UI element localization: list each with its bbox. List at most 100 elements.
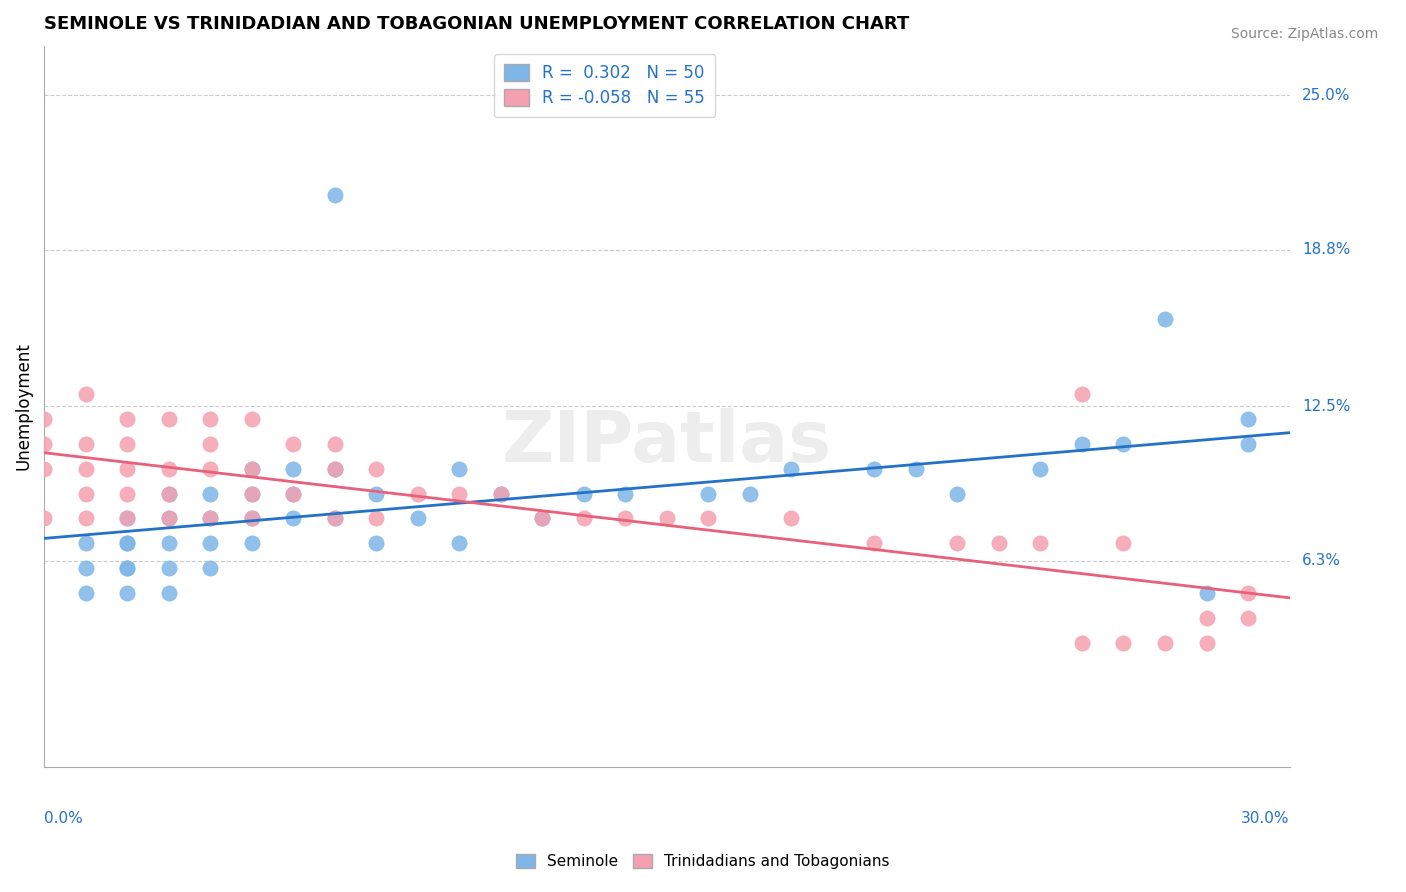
- Point: [32, 511, 55, 525]
- Point: [863, 536, 886, 550]
- Point: [1071, 437, 1094, 451]
- Point: [115, 536, 138, 550]
- Point: [75, 511, 97, 525]
- Point: [32, 437, 55, 451]
- Point: [115, 536, 138, 550]
- Point: [655, 511, 678, 525]
- Point: [323, 437, 346, 451]
- Point: [115, 586, 138, 600]
- Point: [1112, 437, 1135, 451]
- Point: [75, 561, 97, 575]
- Point: [323, 511, 346, 525]
- Point: [987, 536, 1010, 550]
- Point: [240, 412, 263, 426]
- Point: [198, 412, 221, 426]
- Point: [240, 536, 263, 550]
- Point: [75, 461, 97, 475]
- Point: [115, 437, 138, 451]
- Text: 25.0%: 25.0%: [1302, 88, 1350, 103]
- Point: [32, 461, 55, 475]
- Point: [75, 536, 97, 550]
- Point: [198, 536, 221, 550]
- Point: [489, 486, 512, 500]
- Point: [157, 536, 180, 550]
- Point: [75, 437, 97, 451]
- Point: [449, 486, 471, 500]
- Point: [614, 511, 637, 525]
- Point: [157, 511, 180, 525]
- Point: [157, 586, 180, 600]
- Point: [780, 461, 803, 475]
- Text: 18.8%: 18.8%: [1302, 243, 1350, 257]
- Point: [198, 511, 221, 525]
- Point: [115, 511, 138, 525]
- Point: [531, 511, 554, 525]
- Point: [240, 461, 263, 475]
- Point: [323, 188, 346, 202]
- Point: [323, 511, 346, 525]
- Point: [115, 511, 138, 525]
- Point: [115, 461, 138, 475]
- Text: 12.5%: 12.5%: [1302, 399, 1350, 414]
- Point: [32, 412, 55, 426]
- Point: [240, 461, 263, 475]
- Point: [489, 486, 512, 500]
- Point: [115, 561, 138, 575]
- Y-axis label: Unemployment: Unemployment: [15, 343, 32, 470]
- Point: [946, 486, 969, 500]
- Text: ZIPatlas: ZIPatlas: [502, 408, 832, 477]
- Point: [366, 461, 388, 475]
- Point: [1071, 636, 1094, 650]
- Legend: R =  0.302   N = 50, R = -0.058   N = 55: R = 0.302 N = 50, R = -0.058 N = 55: [494, 54, 716, 117]
- Point: [366, 486, 388, 500]
- Point: [449, 536, 471, 550]
- Point: [75, 586, 97, 600]
- Text: SEMINOLE VS TRINIDADIAN AND TOBAGONIAN UNEMPLOYMENT CORRELATION CHART: SEMINOLE VS TRINIDADIAN AND TOBAGONIAN U…: [44, 15, 910, 33]
- Point: [323, 461, 346, 475]
- Point: [1154, 312, 1177, 326]
- Text: 0.0%: 0.0%: [44, 811, 83, 826]
- Point: [240, 511, 263, 525]
- Point: [1029, 461, 1052, 475]
- Point: [1237, 611, 1260, 625]
- Point: [283, 486, 305, 500]
- Point: [198, 486, 221, 500]
- Point: [614, 486, 637, 500]
- Point: [1195, 636, 1218, 650]
- Point: [240, 486, 263, 500]
- Point: [697, 486, 720, 500]
- Point: [946, 536, 969, 550]
- Point: [904, 461, 927, 475]
- Point: [531, 511, 554, 525]
- Point: [406, 511, 429, 525]
- Point: [115, 412, 138, 426]
- Point: [1195, 586, 1218, 600]
- Point: [1195, 611, 1218, 625]
- Point: [1112, 536, 1135, 550]
- Point: [572, 511, 595, 525]
- Point: [1029, 536, 1052, 550]
- Point: [283, 511, 305, 525]
- Point: [1154, 636, 1177, 650]
- Point: [115, 486, 138, 500]
- Point: [449, 461, 471, 475]
- Point: [283, 437, 305, 451]
- Point: [157, 561, 180, 575]
- Legend: Seminole, Trinidadians and Tobagonians: Seminole, Trinidadians and Tobagonians: [510, 848, 896, 875]
- Point: [697, 511, 720, 525]
- Point: [1237, 437, 1260, 451]
- Point: [283, 461, 305, 475]
- Point: [366, 511, 388, 525]
- Point: [738, 486, 761, 500]
- Point: [157, 412, 180, 426]
- Point: [198, 437, 221, 451]
- Point: [157, 511, 180, 525]
- Point: [406, 486, 429, 500]
- Point: [115, 561, 138, 575]
- Point: [198, 511, 221, 525]
- Text: 6.3%: 6.3%: [1302, 553, 1341, 568]
- Text: Source: ZipAtlas.com: Source: ZipAtlas.com: [1230, 27, 1378, 41]
- Point: [1112, 636, 1135, 650]
- Point: [1071, 387, 1094, 401]
- Point: [198, 561, 221, 575]
